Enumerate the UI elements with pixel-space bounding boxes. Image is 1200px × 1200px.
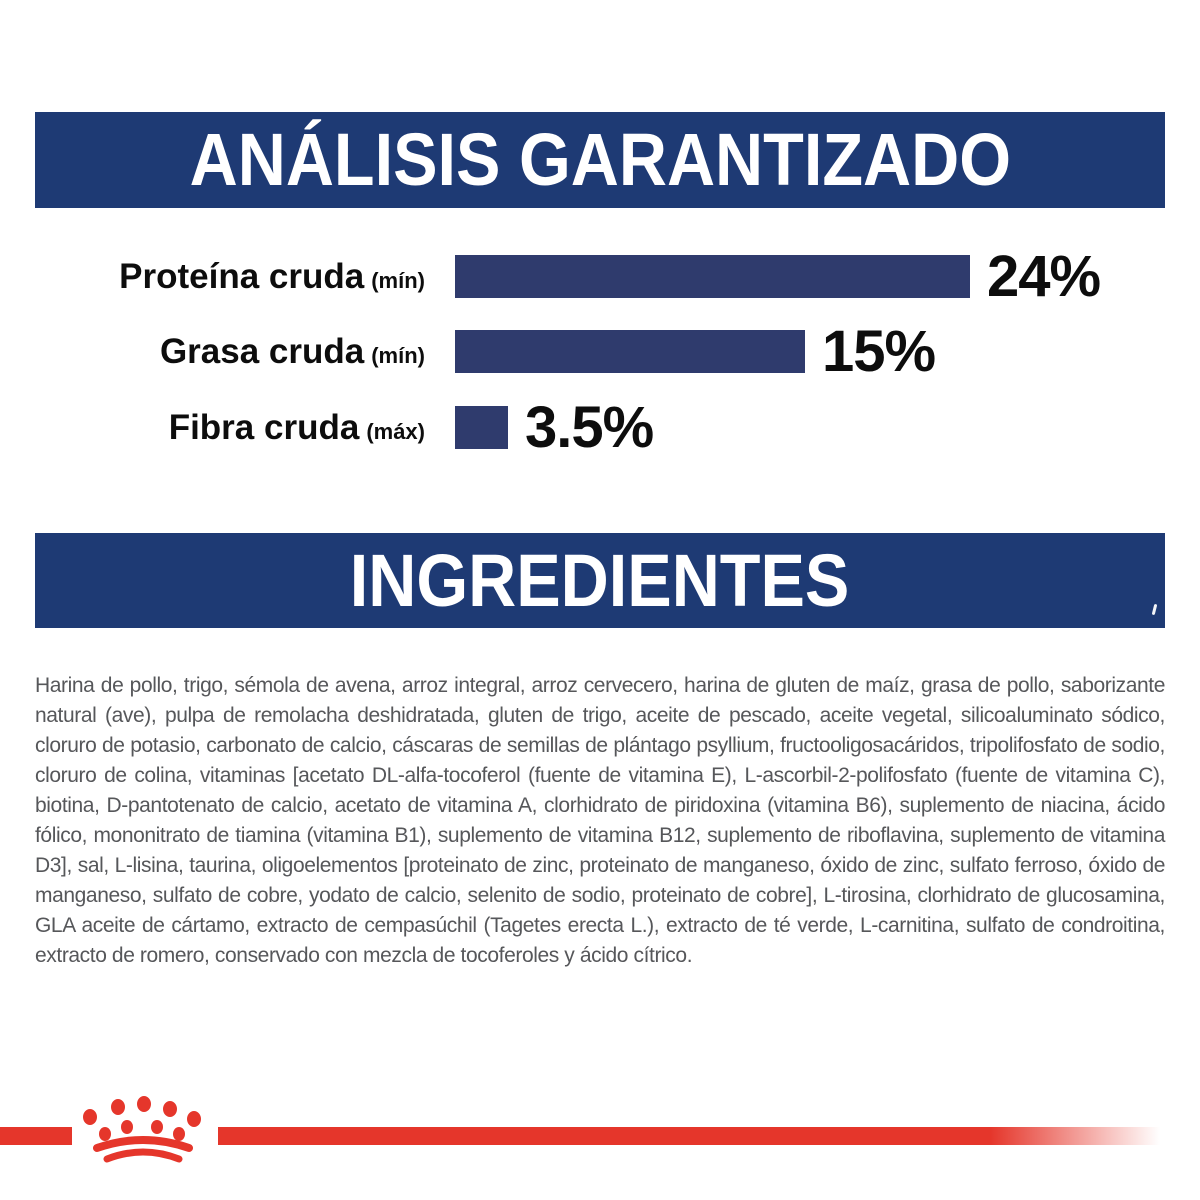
chart-bar-fat [455,330,805,373]
chart-label-fat: Grasa cruda (mín) [35,334,425,369]
chart-row-protein: Proteína cruda (mín) 24% [35,247,1101,305]
banner-artifact-tick [1151,603,1158,616]
chart-value-fiber: 3.5% [525,394,654,460]
chart-row-fat: Grasa cruda (mín) 15% [35,322,936,380]
chart-value-protein: 24% [987,243,1101,309]
nutrient-name: Grasa cruda [159,332,365,371]
chart-row-fiber: Fibra cruda (máx) 3.5% [35,398,655,456]
chart-bar-fiber [455,406,508,449]
brand-band-right [218,1127,1160,1145]
nutrient-qualifier: (mín) [371,343,425,368]
chart-value-fat: 15% [822,318,936,384]
nutrient-qualifier: (máx) [366,419,425,444]
chart-label-fiber: Fibra cruda (máx) [35,410,425,445]
chart-label-protein: Proteína cruda (mín) [35,259,425,294]
analysis-section-banner: ANÁLISIS GARANTIZADO [35,112,1165,208]
nutrient-qualifier: (mín) [371,268,425,293]
ingredients-section-title: INGREDIENTES [350,538,850,622]
ingredients-text: Harina de pollo, trigo, sémola de avena,… [35,674,1165,967]
brand-band-left [0,1127,72,1145]
nutrient-name: Fibra cruda [168,408,360,447]
nutrient-name: Proteína cruda [119,257,365,296]
analysis-section-title: ANÁLISIS GARANTIZADO [189,118,1011,201]
chart-bar-protein [455,255,970,298]
royal-canin-crown-paw-icon [83,1094,203,1164]
ingredients-section-banner: INGREDIENTES [35,533,1165,628]
